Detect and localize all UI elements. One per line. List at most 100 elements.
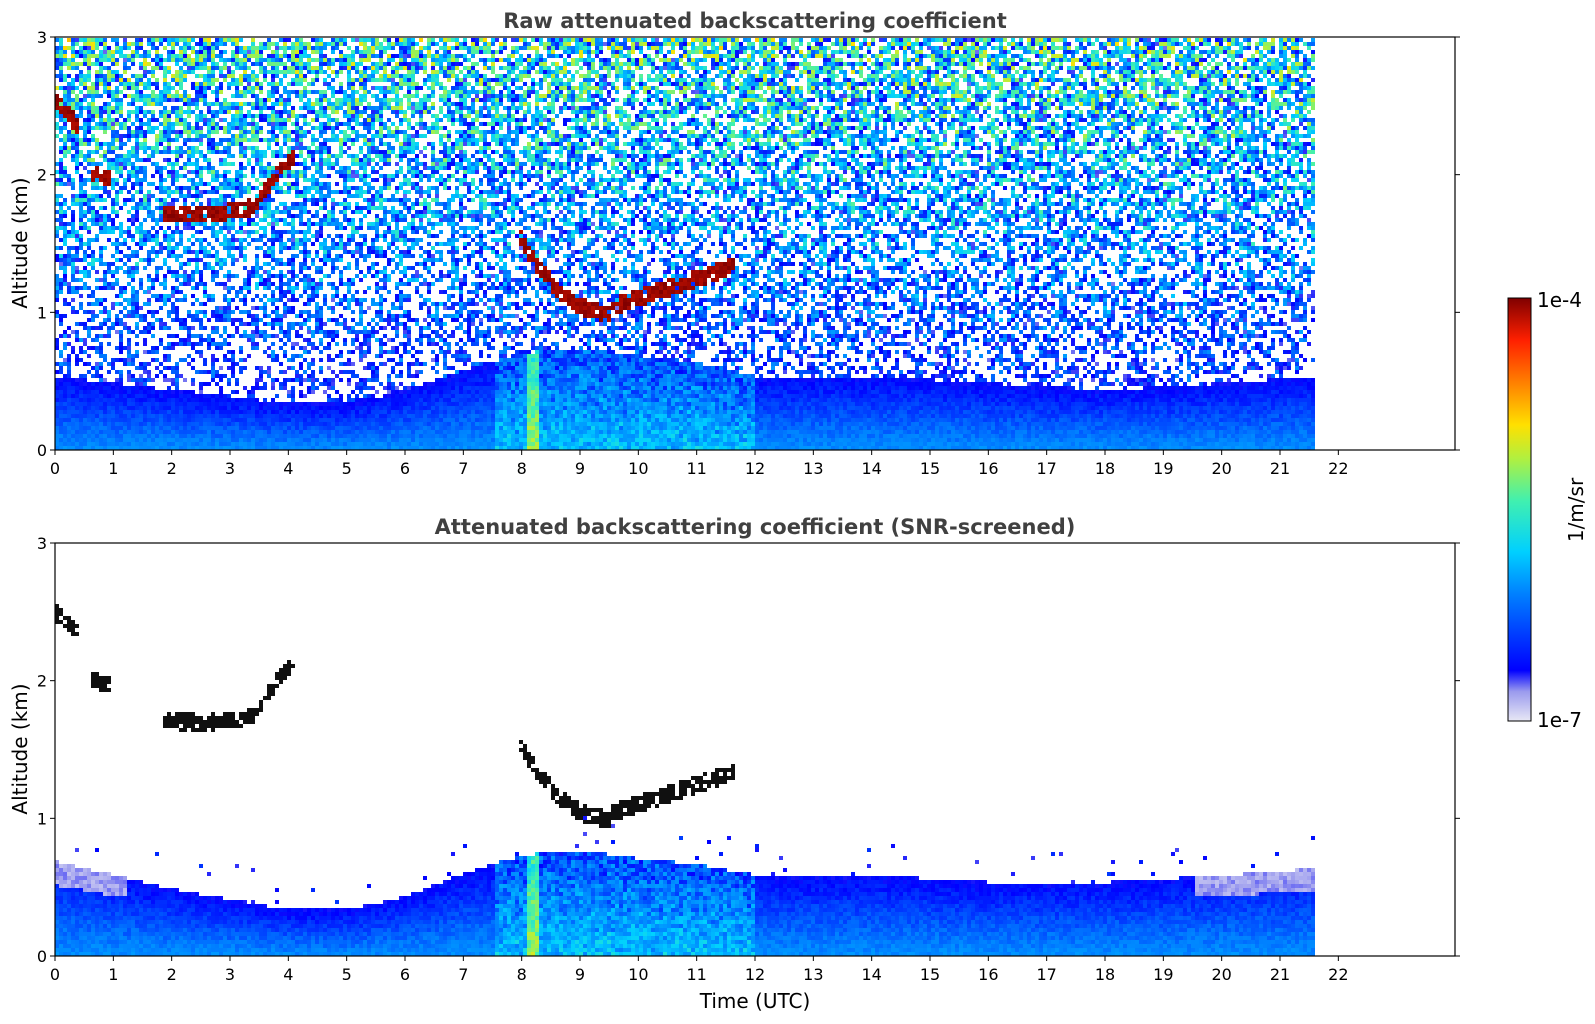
heatmap-cell bbox=[331, 238, 335, 242]
heatmap-cell bbox=[91, 186, 95, 190]
heatmap-cell bbox=[311, 442, 315, 446]
heatmap-cell bbox=[139, 166, 143, 170]
heatmap-cell bbox=[263, 186, 267, 190]
heatmap-cell bbox=[63, 94, 67, 98]
heatmap-cell bbox=[159, 398, 163, 402]
heatmap-cell bbox=[323, 214, 327, 218]
heatmap-cell bbox=[223, 214, 227, 218]
heatmap-cell bbox=[99, 154, 103, 158]
heatmap-cell bbox=[347, 298, 351, 302]
heatmap-cell bbox=[283, 218, 287, 222]
heatmap-cell bbox=[327, 146, 331, 150]
heatmap-cell bbox=[79, 90, 83, 94]
heatmap-cell bbox=[307, 146, 311, 150]
heatmap-cell bbox=[243, 206, 247, 210]
heatmap-cell bbox=[135, 130, 139, 134]
heatmap-cell bbox=[159, 426, 163, 430]
heatmap-cell bbox=[259, 246, 263, 250]
heatmap-cell bbox=[91, 178, 95, 182]
heatmap-cell bbox=[159, 410, 163, 414]
heatmap-cell bbox=[291, 106, 295, 110]
heatmap-cell bbox=[63, 254, 67, 258]
heatmap-cell bbox=[71, 86, 75, 90]
heatmap-cell bbox=[295, 58, 299, 62]
heatmap-cell bbox=[183, 326, 187, 330]
heatmap-cell bbox=[251, 342, 255, 346]
heatmap-cell bbox=[295, 426, 299, 430]
heatmap-cell bbox=[223, 50, 227, 54]
heatmap-cell bbox=[183, 358, 187, 362]
heatmap-cell bbox=[59, 70, 63, 74]
heatmap-cell bbox=[143, 290, 147, 294]
heatmap-cell bbox=[251, 54, 255, 58]
heatmap-cell bbox=[339, 82, 343, 86]
heatmap-cell bbox=[343, 434, 347, 438]
heatmap-cell bbox=[155, 170, 159, 174]
heatmap-cell bbox=[191, 346, 195, 350]
heatmap-cell bbox=[275, 102, 279, 106]
heatmap-cell bbox=[167, 342, 171, 346]
heatmap-cell bbox=[135, 322, 139, 326]
heatmap-cell bbox=[151, 402, 155, 406]
heatmap-cell bbox=[139, 46, 143, 50]
heatmap-cell bbox=[327, 154, 331, 158]
heatmap-cell bbox=[187, 262, 191, 266]
heatmap-cell bbox=[271, 42, 275, 46]
heatmap-cell bbox=[171, 410, 175, 414]
heatmap-cell bbox=[235, 110, 239, 114]
heatmap-cell bbox=[79, 190, 83, 194]
heatmap-cell bbox=[287, 282, 291, 286]
heatmap-cell bbox=[335, 154, 339, 158]
heatmap-cell bbox=[143, 394, 147, 398]
heatmap-cell bbox=[223, 98, 227, 102]
heatmap-cell bbox=[287, 98, 291, 102]
heatmap-cell bbox=[183, 442, 187, 446]
heatmap-cell bbox=[323, 438, 327, 442]
heatmap-cell bbox=[295, 94, 299, 98]
heatmap-cell bbox=[247, 210, 251, 214]
heatmap-cell bbox=[303, 186, 307, 190]
heatmap-cell bbox=[191, 302, 195, 306]
heatmap-cell bbox=[239, 110, 243, 114]
heatmap-cell bbox=[347, 70, 351, 74]
heatmap-cell bbox=[255, 406, 259, 410]
heatmap-cell bbox=[139, 390, 143, 394]
heatmap-cell bbox=[123, 66, 127, 70]
heatmap-cell bbox=[227, 106, 231, 110]
heatmap-cell bbox=[303, 426, 307, 430]
heatmap-cell bbox=[115, 282, 119, 286]
heatmap-cell bbox=[75, 338, 79, 342]
heatmap-cell bbox=[231, 322, 235, 326]
heatmap-cell bbox=[203, 442, 207, 446]
heatmap-cell bbox=[299, 362, 303, 366]
heatmap-cell bbox=[259, 118, 263, 122]
heatmap-cell bbox=[239, 142, 243, 146]
heatmap-cell bbox=[331, 382, 335, 386]
heatmap-cell bbox=[55, 346, 59, 350]
heatmap-cell bbox=[171, 162, 175, 166]
heatmap-cell bbox=[67, 38, 71, 42]
heatmap-cell bbox=[171, 238, 175, 242]
heatmap-cell bbox=[95, 446, 99, 450]
heatmap-cell bbox=[279, 294, 283, 298]
heatmap-cell bbox=[251, 274, 255, 278]
heatmap-cell bbox=[323, 330, 327, 334]
heatmap-cell bbox=[95, 234, 99, 238]
heatmap-cell bbox=[247, 446, 251, 450]
heatmap-cell bbox=[215, 86, 219, 90]
heatmap-cell bbox=[275, 314, 279, 318]
heatmap-cell bbox=[59, 442, 63, 446]
heatmap-cell bbox=[215, 178, 219, 182]
heatmap-cell bbox=[107, 126, 111, 130]
heatmap-cell bbox=[299, 142, 303, 146]
heatmap-cell bbox=[255, 146, 259, 150]
heatmap-cell bbox=[295, 134, 299, 138]
heatmap-cell bbox=[235, 66, 239, 70]
heatmap-cell bbox=[291, 422, 295, 426]
heatmap-cell bbox=[103, 174, 107, 178]
heatmap-cell bbox=[71, 82, 75, 86]
heatmap-cell bbox=[331, 262, 335, 266]
heatmap-cell bbox=[99, 94, 103, 98]
heatmap-cell bbox=[79, 394, 83, 398]
heatmap-cell bbox=[111, 358, 115, 362]
